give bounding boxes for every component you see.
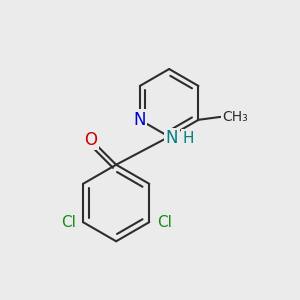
Text: N: N <box>134 111 146 129</box>
Text: O: O <box>85 131 98 149</box>
Text: Cl: Cl <box>157 214 172 230</box>
Text: N: N <box>166 129 178 147</box>
Text: Cl: Cl <box>61 214 76 230</box>
Text: CH₃: CH₃ <box>222 110 247 124</box>
Text: H: H <box>182 131 194 146</box>
